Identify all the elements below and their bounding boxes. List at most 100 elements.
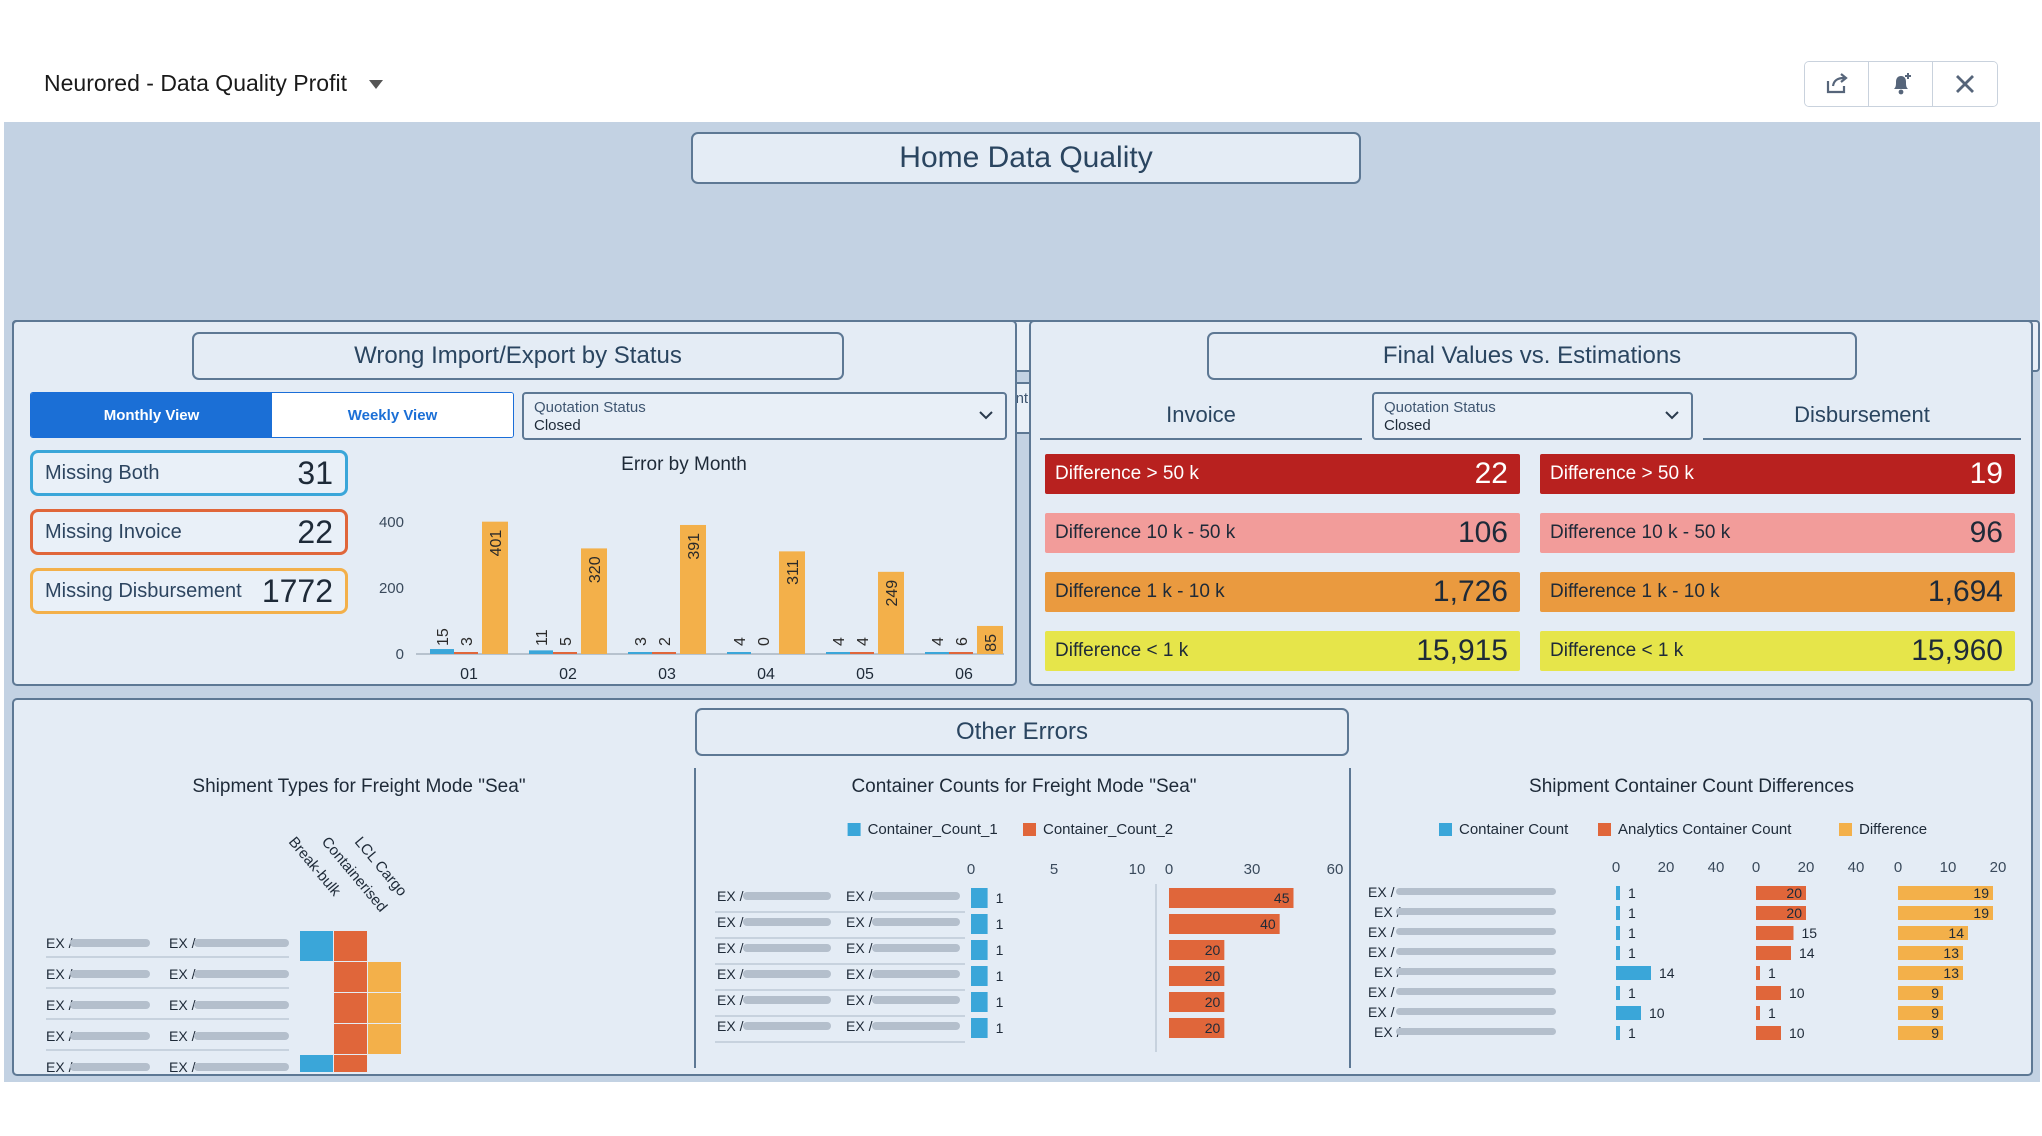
data-label: 1 bbox=[996, 968, 1004, 984]
diff-value: 15,915 bbox=[1416, 634, 1508, 667]
bar bbox=[1898, 946, 1963, 960]
x-tick-label: 0 bbox=[1894, 859, 1902, 876]
data-label: 1 bbox=[996, 994, 1004, 1010]
row-label: EX / bbox=[1374, 964, 1401, 980]
weekly-view-button[interactable]: Weekly View bbox=[272, 393, 513, 437]
data-label: 0 bbox=[756, 637, 773, 646]
data-label: 13 bbox=[1943, 965, 1959, 981]
data-label: 5 bbox=[558, 637, 575, 646]
bar bbox=[1898, 926, 1968, 940]
data-label: 401 bbox=[488, 530, 505, 557]
app-title: Neurored - Data Quality Profit bbox=[44, 70, 347, 96]
data-label: 20 bbox=[1786, 905, 1802, 921]
top-bar: Neurored - Data Quality Profit bbox=[0, 0, 2042, 122]
dashboard-canvas: Home Data Quality Owner TeamAllDestinati… bbox=[4, 122, 2040, 1082]
wrong-quotation-status-filter[interactable]: Quotation Status Closed bbox=[522, 392, 1007, 440]
row-label: EX / bbox=[169, 966, 196, 982]
bar bbox=[925, 652, 949, 654]
disbursement-diff-bar[interactable]: Difference > 50 k 19 bbox=[1540, 454, 2015, 494]
diff-label: Difference < 1 k bbox=[1550, 640, 1684, 661]
data-label: 1 bbox=[1628, 945, 1636, 961]
bar bbox=[680, 524, 706, 654]
disbursement-diff-bar[interactable]: Difference < 1 k 15,960 bbox=[1540, 631, 2015, 671]
redacted-text bbox=[1396, 968, 1556, 975]
bar bbox=[850, 652, 874, 654]
invoice-diff-bar[interactable]: Difference > 50 k 22 bbox=[1045, 454, 1520, 494]
bar bbox=[1756, 986, 1781, 1000]
y-tick-label: 0 bbox=[396, 646, 404, 663]
redacted-text bbox=[194, 1063, 289, 1071]
bar bbox=[628, 652, 652, 654]
bar bbox=[1616, 946, 1620, 960]
bar bbox=[1616, 986, 1620, 1000]
redacted-text bbox=[743, 918, 831, 926]
data-label: 4 bbox=[831, 637, 848, 646]
legend-label: Difference bbox=[1859, 821, 1927, 838]
invoice-diff-bar[interactable]: Difference 10 k - 50 k 106 bbox=[1045, 513, 1520, 553]
dashboard-selector[interactable]: Neurored - Data Quality Profit bbox=[44, 70, 383, 97]
bar bbox=[1756, 946, 1791, 960]
redacted-text bbox=[194, 1032, 289, 1040]
monthly-view-button[interactable]: Monthly View bbox=[31, 393, 272, 437]
data-label: 11 bbox=[534, 629, 551, 646]
bar bbox=[430, 649, 454, 654]
bar bbox=[1169, 1018, 1225, 1038]
redacted-text bbox=[70, 970, 150, 978]
bar bbox=[553, 652, 577, 654]
invoice-tab[interactable]: Invoice bbox=[1040, 402, 1362, 440]
y-tick-label: 200 bbox=[379, 580, 404, 597]
data-label: 1 bbox=[1628, 925, 1636, 941]
bar bbox=[1756, 1026, 1781, 1040]
heat-cell bbox=[334, 931, 367, 961]
row-label: EX / bbox=[846, 914, 873, 930]
view-toggle: Monthly View Weekly View bbox=[30, 392, 514, 438]
bar bbox=[727, 652, 751, 654]
row-label: EX / bbox=[46, 997, 73, 1013]
disbursement-tab[interactable]: Disbursement bbox=[1703, 402, 2021, 440]
diff-label: Difference > 50 k bbox=[1055, 463, 1199, 484]
redacted-text bbox=[743, 944, 831, 952]
kpi-value: 1772 bbox=[261, 572, 333, 609]
redacted-text bbox=[872, 970, 960, 978]
bar bbox=[971, 914, 988, 934]
row-label: EX / bbox=[1374, 904, 1401, 920]
shipment-types-title: Shipment Types for Freight Mode "Sea" bbox=[192, 776, 526, 797]
kpi-value: 31 bbox=[297, 454, 333, 491]
legend-swatch bbox=[1839, 823, 1852, 836]
final-quotation-status-filter[interactable]: Quotation Status Closed bbox=[1372, 392, 1693, 440]
data-label: 10 bbox=[1789, 1025, 1805, 1041]
data-label: 20 bbox=[1205, 968, 1221, 984]
kpi-label: Missing Both bbox=[45, 461, 160, 484]
disbursement-diff-bar[interactable]: Difference 10 k - 50 k 96 bbox=[1540, 513, 2015, 553]
share-button[interactable] bbox=[1805, 62, 1869, 106]
invoice-diff-bar[interactable]: Difference 1 k - 10 k 1,726 bbox=[1045, 572, 1520, 612]
invoice-diff-bar[interactable]: Difference < 1 k 15,915 bbox=[1045, 631, 1520, 671]
x-tick-label: 0 bbox=[1752, 859, 1760, 876]
disbursement-diff-bar[interactable]: Difference 1 k - 10 k 1,694 bbox=[1540, 572, 2015, 612]
diff-label: Difference 1 k - 10 k bbox=[1550, 581, 1720, 602]
close-button[interactable] bbox=[1933, 62, 1997, 106]
subscribe-button[interactable] bbox=[1869, 62, 1933, 106]
bar bbox=[1756, 926, 1794, 940]
bar bbox=[971, 940, 988, 960]
x-tick-label: 02 bbox=[559, 666, 577, 683]
x-tick-label: 04 bbox=[757, 666, 775, 683]
bell-plus-icon bbox=[1893, 73, 1911, 95]
bar bbox=[1616, 926, 1620, 940]
legend-label: Container_Count_1 bbox=[868, 821, 998, 838]
data-label: 19 bbox=[1973, 905, 1989, 921]
data-label: 10 bbox=[1649, 1005, 1665, 1021]
data-label: 20 bbox=[1205, 994, 1221, 1010]
data-label: 1 bbox=[1628, 905, 1636, 921]
dashboard-title: Home Data Quality bbox=[691, 132, 1361, 184]
redacted-text bbox=[872, 918, 960, 926]
diff-value: 15,960 bbox=[1911, 634, 2003, 667]
heat-cell bbox=[300, 931, 333, 961]
x-tick-label: 10 bbox=[1940, 859, 1957, 876]
data-label: 1 bbox=[996, 890, 1004, 906]
data-label: 20 bbox=[1205, 942, 1221, 958]
bar bbox=[1756, 966, 1760, 980]
container-counts-title: Container Counts for Freight Mode "Sea" bbox=[851, 776, 1197, 797]
chevron-down-icon bbox=[1665, 411, 1679, 420]
